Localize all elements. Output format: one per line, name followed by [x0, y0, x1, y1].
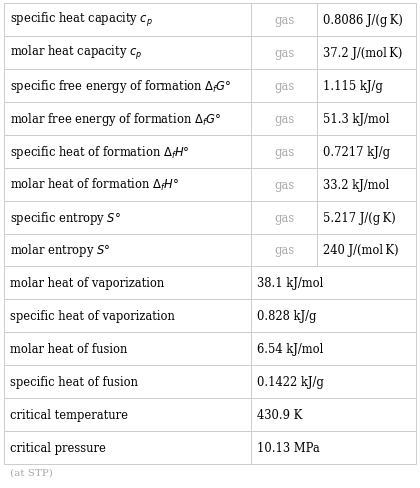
Text: specific heat capacity $c_p$: specific heat capacity $c_p$ [10, 11, 153, 29]
Text: 38.1 kJ/mol: 38.1 kJ/mol [257, 277, 323, 290]
Text: gas: gas [274, 145, 294, 158]
Text: specific entropy $S°$: specific entropy $S°$ [10, 209, 121, 226]
Text: molar free energy of formation $\Delta_f G°$: molar free energy of formation $\Delta_f… [10, 110, 221, 127]
Text: gas: gas [274, 14, 294, 27]
Text: gas: gas [274, 113, 294, 125]
Text: gas: gas [274, 47, 294, 60]
Text: specific heat of fusion: specific heat of fusion [10, 375, 138, 388]
Text: 37.2 J/(mol K): 37.2 J/(mol K) [323, 47, 402, 60]
Text: 240 J/(mol K): 240 J/(mol K) [323, 244, 399, 257]
Text: molar entropy $S°$: molar entropy $S°$ [10, 242, 110, 259]
Text: gas: gas [274, 211, 294, 224]
Text: gas: gas [274, 244, 294, 257]
Text: 10.13 MPa: 10.13 MPa [257, 441, 320, 454]
Text: critical temperature: critical temperature [10, 408, 128, 421]
Text: 33.2 kJ/mol: 33.2 kJ/mol [323, 178, 389, 191]
Text: gas: gas [274, 178, 294, 191]
Text: critical pressure: critical pressure [10, 441, 106, 454]
Text: 6.54 kJ/mol: 6.54 kJ/mol [257, 343, 323, 356]
Text: molar heat of vaporization: molar heat of vaporization [10, 277, 164, 290]
Text: 1.115 kJ/g: 1.115 kJ/g [323, 80, 383, 93]
Text: 0.1422 kJ/g: 0.1422 kJ/g [257, 375, 324, 388]
Text: specific heat of vaporization: specific heat of vaporization [10, 310, 175, 323]
Text: molar heat of formation $\Delta_f H°$: molar heat of formation $\Delta_f H°$ [10, 177, 179, 193]
Text: 5.217 J/(g K): 5.217 J/(g K) [323, 211, 396, 224]
Text: (at STP): (at STP) [10, 468, 53, 477]
Text: 51.3 kJ/mol: 51.3 kJ/mol [323, 113, 390, 125]
Text: gas: gas [274, 80, 294, 93]
Text: molar heat capacity $c_p$: molar heat capacity $c_p$ [10, 44, 142, 62]
Text: 430.9 K: 430.9 K [257, 408, 302, 421]
Text: 0.828 kJ/g: 0.828 kJ/g [257, 310, 317, 323]
Text: molar heat of fusion: molar heat of fusion [10, 343, 127, 356]
Text: specific free energy of formation $\Delta_f G°$: specific free energy of formation $\Delt… [10, 78, 232, 95]
Text: 0.7217 kJ/g: 0.7217 kJ/g [323, 145, 390, 158]
Text: specific heat of formation $\Delta_f H°$: specific heat of formation $\Delta_f H°$ [10, 143, 190, 161]
Text: 0.8086 J/(g K): 0.8086 J/(g K) [323, 14, 403, 27]
